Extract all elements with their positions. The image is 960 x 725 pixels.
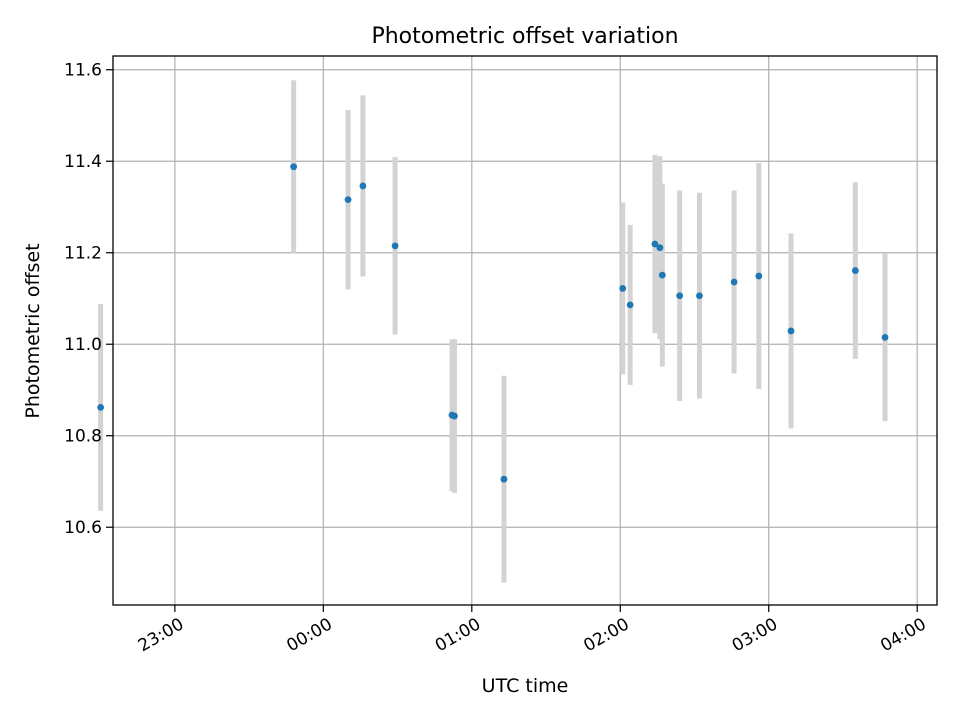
data-point: [451, 412, 458, 420]
data-point: [626, 301, 634, 309]
data-point: [658, 271, 666, 279]
plot-frame: [112, 55, 938, 606]
data-point: [500, 475, 508, 483]
x-tick-label: 04:00: [877, 614, 929, 656]
axis-ticks: 23:00 00:00 01:00 02:00 03:00 04:00 10.6 10.8 11…: [64, 61, 930, 656]
y-tick-label: 10.6: [64, 518, 102, 538]
data-point: [676, 292, 684, 300]
data-point: [881, 333, 889, 341]
data-point: [651, 240, 659, 248]
data-point: [97, 403, 105, 411]
y-tick-label: 11.2: [64, 244, 102, 264]
data-point: [359, 182, 367, 190]
error-bars: [98, 80, 888, 583]
data-point: [344, 196, 352, 204]
x-axis-label: UTC time: [482, 675, 569, 697]
data-point: [619, 285, 627, 292]
y-axis-label: Photometric offset: [22, 243, 44, 418]
data-point: [787, 327, 795, 335]
data-point: [696, 292, 703, 300]
y-tick-label: 11.4: [64, 152, 102, 172]
y-tick-label: 11.6: [64, 61, 102, 81]
x-tick-label: 00:00: [283, 614, 335, 656]
axes-frame: [112, 55, 938, 606]
data-point: [290, 163, 298, 171]
data-point: [851, 267, 859, 274]
y-tick-label: 11.0: [64, 335, 102, 355]
x-tick-label: 23:00: [135, 614, 187, 656]
chart-title: Photometric offset variation: [371, 24, 678, 49]
x-tick-label: 01:00: [432, 614, 484, 656]
x-tick-label: 02:00: [580, 614, 632, 656]
data-point: [391, 242, 399, 250]
data-point: [656, 244, 664, 252]
data-points: [97, 163, 889, 483]
data-point: [755, 272, 763, 280]
grid-lines: [113, 56, 937, 605]
x-tick-label: 03:00: [729, 614, 781, 656]
y-tick-label: 10.8: [64, 427, 102, 447]
data-point: [730, 278, 738, 286]
